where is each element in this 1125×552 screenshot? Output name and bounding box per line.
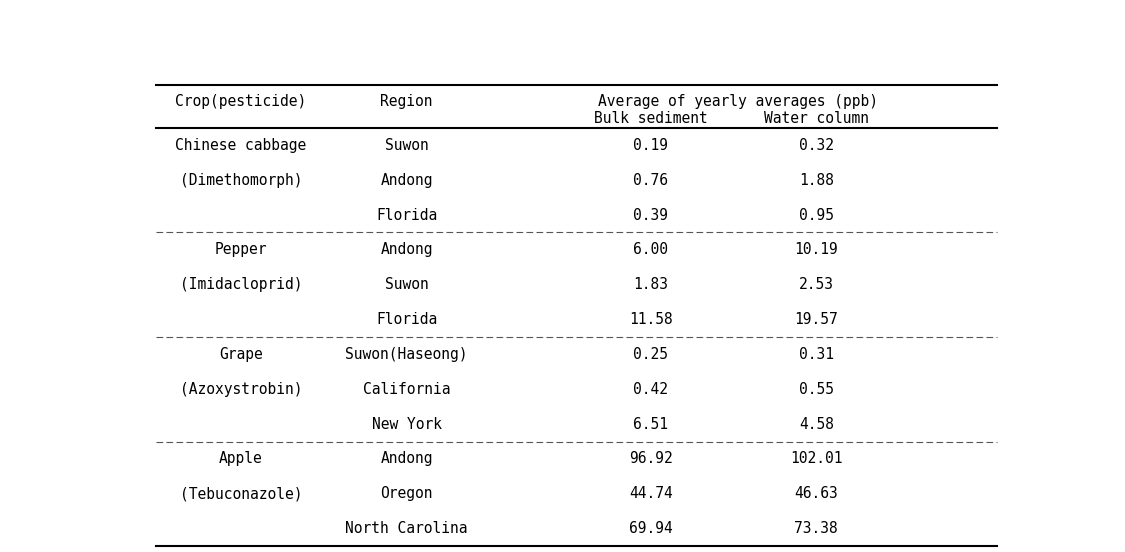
Text: New York: New York: [371, 417, 441, 432]
Text: Andong: Andong: [380, 242, 433, 257]
Text: Average of yearly averages (ppb): Average of yearly averages (ppb): [597, 94, 878, 109]
Text: 6.00: 6.00: [633, 242, 668, 257]
Text: Suwon: Suwon: [385, 277, 429, 292]
Text: 44.74: 44.74: [629, 486, 673, 501]
Text: 0.55: 0.55: [799, 382, 834, 397]
Text: 4.58: 4.58: [799, 417, 834, 432]
Text: Region: Region: [380, 94, 433, 109]
Text: 0.31: 0.31: [799, 347, 834, 362]
Text: 96.92: 96.92: [629, 452, 673, 466]
Text: 0.25: 0.25: [633, 347, 668, 362]
Text: 1.88: 1.88: [799, 173, 834, 188]
Text: Suwon: Suwon: [385, 138, 429, 153]
Text: 0.32: 0.32: [799, 138, 834, 153]
Text: 102.01: 102.01: [790, 452, 843, 466]
Text: Apple: Apple: [219, 452, 263, 466]
Text: California: California: [362, 382, 450, 397]
Text: 46.63: 46.63: [794, 486, 838, 501]
Text: 0.42: 0.42: [633, 382, 668, 397]
Text: Andong: Andong: [380, 173, 433, 188]
Text: 0.95: 0.95: [799, 208, 834, 222]
Text: Water column: Water column: [764, 111, 868, 126]
Text: North Carolina: North Carolina: [345, 521, 468, 536]
Text: Florida: Florida: [376, 208, 438, 222]
Text: 1.83: 1.83: [633, 277, 668, 292]
Text: 10.19: 10.19: [794, 242, 838, 257]
Text: 73.38: 73.38: [794, 521, 838, 536]
Text: (Dimethomorph): (Dimethomorph): [180, 173, 303, 188]
Text: (Tebuconazole): (Tebuconazole): [180, 486, 303, 501]
Text: Bulk sediment: Bulk sediment: [594, 111, 708, 126]
Text: Suwon(Haseong): Suwon(Haseong): [345, 347, 468, 362]
Text: 0.19: 0.19: [633, 138, 668, 153]
Text: 2.53: 2.53: [799, 277, 834, 292]
Text: 0.39: 0.39: [633, 208, 668, 222]
Text: Chinese cabbage: Chinese cabbage: [176, 138, 306, 153]
Text: Andong: Andong: [380, 452, 433, 466]
Text: 11.58: 11.58: [629, 312, 673, 327]
Text: Crop(pesticide): Crop(pesticide): [176, 94, 306, 109]
Text: 19.57: 19.57: [794, 312, 838, 327]
Text: 6.51: 6.51: [633, 417, 668, 432]
Text: 0.76: 0.76: [633, 173, 668, 188]
Text: Grape: Grape: [219, 347, 263, 362]
Text: (Azoxystrobin): (Azoxystrobin): [180, 382, 303, 397]
Text: Pepper: Pepper: [215, 242, 267, 257]
Text: Florida: Florida: [376, 312, 438, 327]
Text: (Imidacloprid): (Imidacloprid): [180, 277, 303, 292]
Text: Oregon: Oregon: [380, 486, 433, 501]
Text: 69.94: 69.94: [629, 521, 673, 536]
